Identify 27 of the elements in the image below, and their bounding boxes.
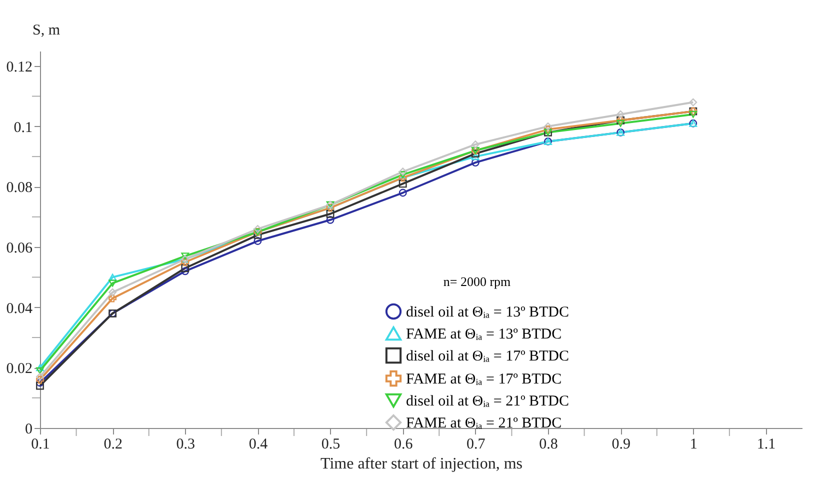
- x-tick-label: 0.7: [466, 436, 486, 452]
- legend-title: n= 2000 rpm: [443, 274, 511, 289]
- x-tick-label: 0.6: [394, 436, 414, 452]
- y-tick-label: 0.02: [6, 361, 32, 378]
- x-tick-label: 1: [690, 436, 698, 452]
- y-tick-label: 0.08: [6, 180, 32, 196]
- y-tick-label: 0.04: [6, 300, 33, 317]
- x-axis-title: Time after start of injection, ms: [320, 456, 523, 472]
- legend-label: disel oil at Θᵢₐ = 17º BTDC: [406, 348, 569, 364]
- legend-label: disel oil at Θᵢₐ = 13º BTDC: [406, 304, 569, 320]
- x-tick-label: 0.2: [104, 436, 122, 452]
- y-tick-label: 0.1: [14, 120, 32, 136]
- y-tick-label: 0.06: [6, 240, 33, 257]
- legend-label: FAME at Θᵢₐ = 17º BTDC: [406, 372, 562, 388]
- y-tick-label: 0.12: [6, 60, 32, 76]
- x-tick-label: 0.4: [248, 436, 268, 452]
- x-tick-label: 0.8: [539, 436, 558, 452]
- legend-label: disel oil at Θᵢₐ = 21º BTDC: [406, 394, 569, 410]
- y-axis-title: S, m: [32, 22, 60, 38]
- x-tick-label: 0.9: [612, 436, 630, 452]
- legend-label: FAME at Θᵢₐ = 21º BTDC: [406, 416, 562, 432]
- x-tick-label: 0.5: [321, 436, 340, 452]
- x-tick-label: 1.1: [756, 436, 776, 452]
- x-tick-label: 0.3: [176, 436, 196, 452]
- x-tick-label: 0.1: [31, 436, 50, 452]
- y-tick-label: 0: [25, 422, 32, 438]
- legend-label: FAME at Θᵢₐ = 13º BTDC: [406, 326, 562, 342]
